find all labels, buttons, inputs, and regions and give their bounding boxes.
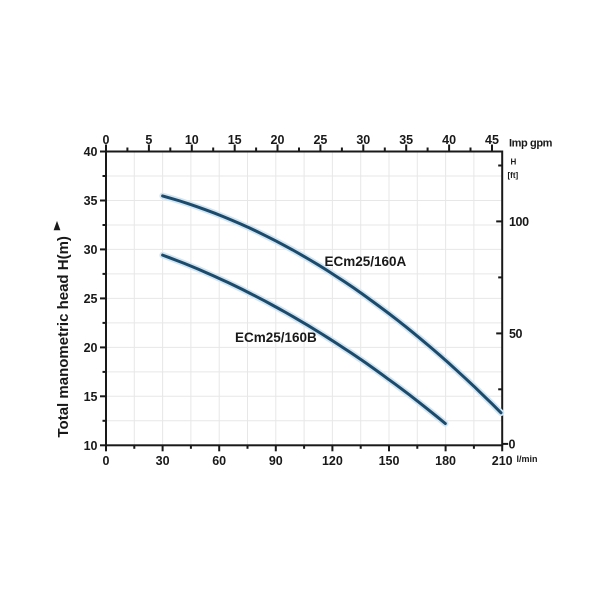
svg-text:35: 35 [399, 133, 413, 147]
svg-text:45: 45 [485, 133, 499, 147]
svg-text:0: 0 [103, 454, 110, 468]
svg-text:15: 15 [84, 390, 98, 404]
svg-text:20: 20 [84, 341, 98, 355]
svg-text:100: 100 [509, 215, 529, 229]
svg-text:15: 15 [228, 133, 242, 147]
svg-text:50: 50 [509, 327, 523, 341]
svg-text:60: 60 [212, 454, 226, 468]
svg-text:[ft]: [ft] [508, 171, 519, 180]
svg-text:Imp gpm: Imp gpm [509, 138, 553, 150]
svg-text:35: 35 [84, 194, 98, 208]
svg-text:210: 210 [492, 454, 513, 468]
svg-text:150: 150 [379, 454, 400, 468]
svg-text:40: 40 [442, 133, 456, 147]
svg-text:10: 10 [84, 439, 98, 453]
svg-text:H: H [511, 158, 517, 167]
svg-text:25: 25 [313, 133, 327, 147]
svg-text:Total manometric head H(m): Total manometric head H(m) [55, 236, 72, 437]
svg-text:90: 90 [269, 454, 283, 468]
svg-text:5: 5 [145, 133, 152, 147]
svg-text:30: 30 [156, 454, 170, 468]
svg-text:180: 180 [435, 454, 456, 468]
svg-text:30: 30 [356, 133, 370, 147]
svg-text:ECm25/160B: ECm25/160B [235, 330, 317, 345]
svg-text:25: 25 [84, 292, 98, 306]
svg-text:0: 0 [509, 437, 516, 451]
svg-text:l/min: l/min [517, 454, 538, 464]
svg-text:120: 120 [322, 454, 343, 468]
svg-text:20: 20 [271, 133, 285, 147]
svg-text:10: 10 [185, 133, 199, 147]
svg-text:40: 40 [84, 145, 98, 159]
svg-text:30: 30 [84, 243, 98, 257]
svg-text:ECm25/160A: ECm25/160A [325, 254, 407, 269]
svg-text:0: 0 [103, 133, 110, 147]
